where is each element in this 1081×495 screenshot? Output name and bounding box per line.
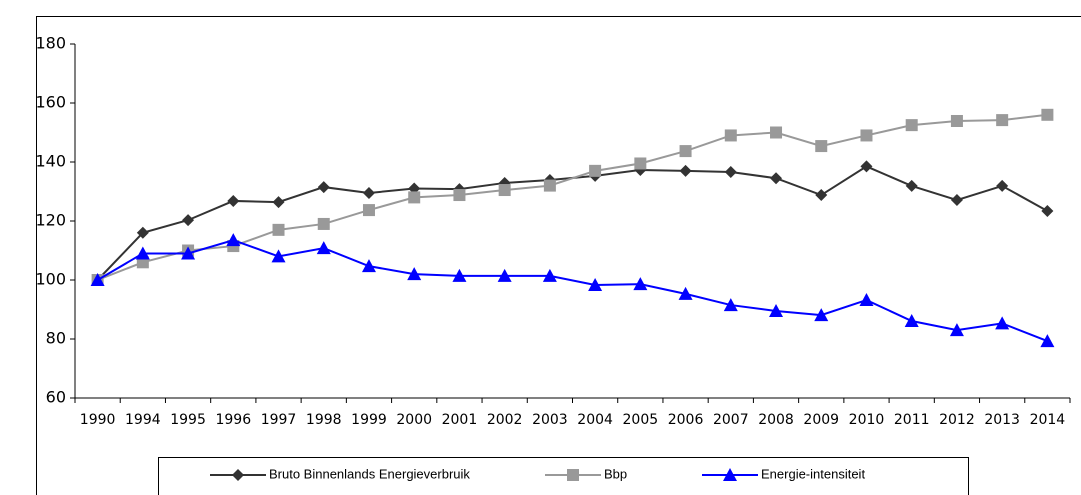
x-tick-label: 1995 xyxy=(170,412,206,428)
x-tick-label: 1990 xyxy=(80,412,116,428)
square-marker xyxy=(453,189,466,202)
square-marker xyxy=(905,119,918,132)
y-tick-label: 80 xyxy=(46,329,66,348)
x-tick-label: 2003 xyxy=(532,412,568,428)
legend-label: Bruto Binnenlands Energieverbruik xyxy=(269,466,470,481)
chart-border xyxy=(36,16,1081,495)
diamond-marker xyxy=(905,179,918,192)
diamond-marker xyxy=(679,164,692,177)
square-marker xyxy=(770,126,783,139)
series-line xyxy=(97,239,1048,342)
square-marker xyxy=(408,191,421,204)
x-tick-label: 2004 xyxy=(577,412,613,428)
diamond-marker xyxy=(232,469,244,481)
triangle-marker xyxy=(949,323,964,337)
diamond-marker xyxy=(860,160,873,173)
x-tick-label: 2009 xyxy=(803,412,839,428)
x-tick-label: 2013 xyxy=(984,412,1020,428)
diamond-marker xyxy=(317,181,330,194)
triangle-marker xyxy=(135,246,150,260)
square-marker xyxy=(317,217,330,230)
triangle-marker xyxy=(588,278,603,292)
triangle-marker xyxy=(497,268,512,282)
square-marker xyxy=(272,223,285,236)
triangle-marker xyxy=(633,277,648,291)
square-marker xyxy=(543,179,556,192)
diamond-marker xyxy=(724,166,737,179)
diamond-marker xyxy=(227,194,240,207)
x-tick-label: 2005 xyxy=(623,412,659,428)
diamond-marker xyxy=(362,186,375,199)
x-tick-label: 2011 xyxy=(894,412,930,428)
diamond-marker xyxy=(1041,204,1054,217)
diamond-marker xyxy=(815,189,828,202)
y-tick-label: 120 xyxy=(35,211,66,230)
triangle-marker xyxy=(678,286,693,300)
x-tick-label: 2006 xyxy=(668,412,704,428)
series-line xyxy=(96,165,1048,281)
y-tick-label: 180 xyxy=(35,34,66,53)
square-marker xyxy=(362,204,375,217)
triangle-marker xyxy=(859,293,874,307)
y-tick-label: 160 xyxy=(35,93,66,112)
x-tick-label: 2010 xyxy=(849,412,885,428)
x-tick-label: 1996 xyxy=(215,412,251,428)
square-marker xyxy=(996,114,1009,127)
triangle-marker xyxy=(181,246,196,260)
series-line xyxy=(97,113,1048,281)
triangle-marker xyxy=(995,316,1010,330)
legend: Bruto Binnenlands Energieverbruik Bbp Ener… xyxy=(158,457,969,495)
square-marker xyxy=(567,469,579,481)
x-tick-label: 2012 xyxy=(939,412,975,428)
triangle-marker xyxy=(814,308,829,322)
triangle-marker xyxy=(407,267,422,281)
square-marker xyxy=(634,157,647,170)
triangle-marker xyxy=(542,268,557,282)
square-marker xyxy=(679,145,692,158)
triangle-marker xyxy=(1040,334,1055,348)
diamond-marker xyxy=(182,214,195,227)
x-tick-label: 1994 xyxy=(125,412,161,428)
x-tick-label: 2001 xyxy=(442,412,478,428)
x-tick-label: 2007 xyxy=(713,412,749,428)
legend-box xyxy=(158,457,969,495)
square-marker xyxy=(815,140,828,153)
diamond-marker xyxy=(136,226,149,239)
x-tick-label: 2014 xyxy=(1030,412,1066,428)
square-marker xyxy=(950,114,963,127)
x-tick-label: 1997 xyxy=(261,412,297,428)
square-marker xyxy=(1041,108,1054,121)
triangle-marker xyxy=(316,241,331,255)
diamond-marker xyxy=(272,196,285,209)
triangle-marker xyxy=(271,249,286,263)
square-marker xyxy=(498,184,511,197)
triangle-marker xyxy=(723,298,738,312)
square-marker xyxy=(589,164,602,177)
x-tick-label: 1999 xyxy=(351,412,387,428)
triangle-marker xyxy=(452,268,467,282)
triangle-marker xyxy=(226,233,241,247)
legend-label: Bbp xyxy=(604,466,627,481)
diamond-marker xyxy=(996,179,1009,192)
triangle-marker xyxy=(904,314,919,328)
x-tick-label: 2000 xyxy=(396,412,432,428)
triangle-marker xyxy=(361,259,376,273)
diamond-marker xyxy=(770,172,783,185)
diamond-marker xyxy=(950,194,963,207)
legend-label: Energie-intensiteit xyxy=(761,466,865,481)
square-marker xyxy=(724,129,737,142)
triangle-marker xyxy=(90,273,105,286)
triangle-marker xyxy=(723,468,737,481)
x-tick-label: 2002 xyxy=(487,412,523,428)
x-tick-label: 1998 xyxy=(306,412,342,428)
y-tick-label: 140 xyxy=(35,152,66,171)
triangle-marker xyxy=(769,303,784,317)
y-tick-label: 100 xyxy=(35,270,66,289)
x-tick-label: 2008 xyxy=(758,412,794,428)
square-marker xyxy=(860,129,873,142)
y-tick-label: 60 xyxy=(46,388,66,407)
